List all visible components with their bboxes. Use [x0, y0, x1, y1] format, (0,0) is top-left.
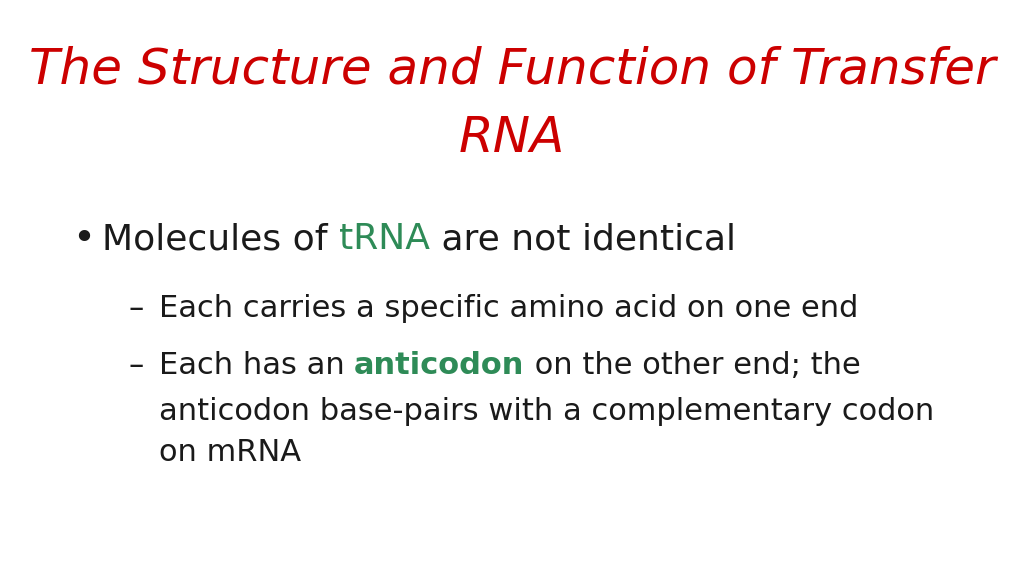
Text: are not identical: are not identical: [430, 222, 736, 256]
Text: –: –: [128, 294, 143, 323]
Text: anticodon base-pairs with a complementary codon: anticodon base-pairs with a complementar…: [159, 397, 934, 426]
Text: anticodon: anticodon: [354, 351, 524, 380]
Text: Each carries a specific amino acid on one end: Each carries a specific amino acid on on…: [159, 294, 858, 323]
Text: •: •: [72, 220, 94, 258]
Text: The Structure and Function of Transfer: The Structure and Function of Transfer: [29, 45, 995, 93]
Text: RNA: RNA: [459, 114, 565, 162]
Text: on the other end; the: on the other end; the: [524, 351, 860, 380]
Text: on mRNA: on mRNA: [159, 438, 301, 467]
Text: –: –: [128, 351, 143, 380]
Text: Each has an: Each has an: [159, 351, 354, 380]
Text: Molecules of: Molecules of: [102, 222, 339, 256]
Text: tRNA: tRNA: [339, 222, 430, 256]
